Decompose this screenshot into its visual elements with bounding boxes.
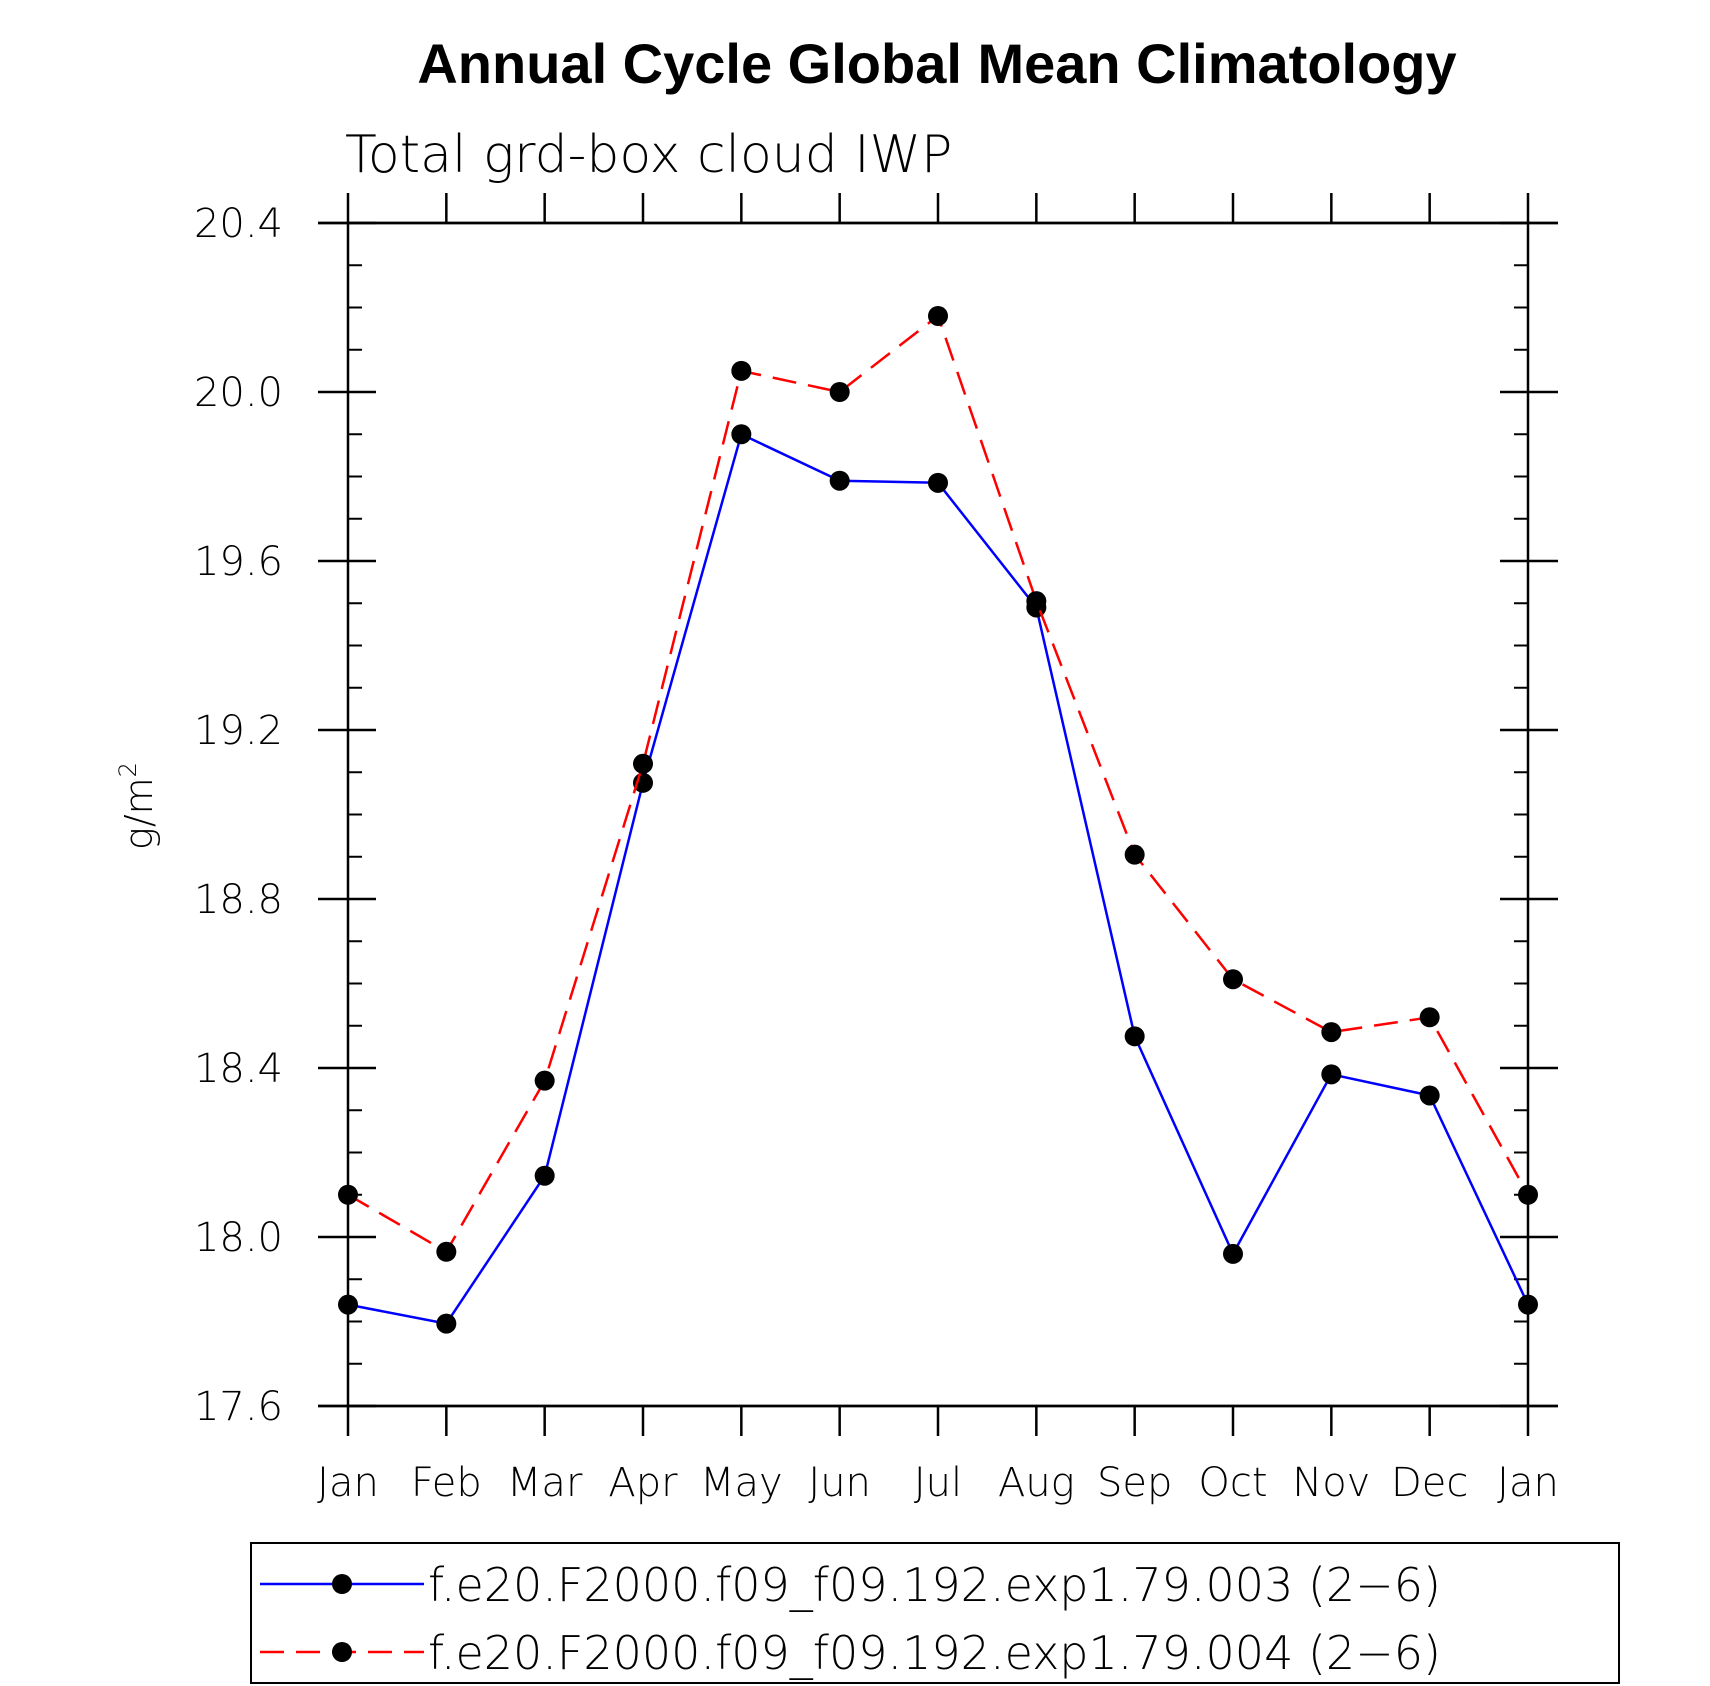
data-point [1321, 1064, 1342, 1085]
x-tick-label: Dec [1391, 1460, 1468, 1506]
y-tick-label: 18.4 [194, 1046, 283, 1092]
chart-title: Annual Cycle Global Mean Climatology [417, 32, 1456, 95]
x-tick-label: Apr [608, 1460, 678, 1506]
series-line-1 [347, 433, 1530, 1325]
data-point [1223, 1243, 1243, 1264]
legend-label-series-1: f.e20.F2000.f09_f09.192.exp1.79.003 (2−6… [428, 1558, 1441, 1612]
y-axis-label-text: g/m [117, 777, 161, 850]
x-tick-label: Oct [1198, 1460, 1267, 1506]
data-point [1518, 1294, 1538, 1315]
y-axis-label: g/m2 [114, 762, 161, 850]
data-point [731, 424, 752, 445]
legend-marker-series-2 [332, 1642, 352, 1662]
legend: f.e20.F2000.f09_f09.192.exp1.79.003 (2−6… [250, 1542, 1620, 1684]
data-point [338, 1294, 358, 1315]
data-point [338, 1184, 358, 1205]
x-tick-label: Jun [808, 1460, 871, 1506]
legend-label-series-2: f.e20.F2000.f09_f09.192.exp1.79.004 (2−6… [428, 1626, 1441, 1680]
y-tick-label: 20.0 [194, 370, 283, 416]
x-tick-label: May [700, 1460, 783, 1506]
plot-frame [346, 221, 1530, 1408]
y-tick-label: 19.6 [194, 539, 283, 585]
chart-subtitle: Total grd-box cloud IWP [345, 125, 952, 185]
data-point [436, 1241, 457, 1262]
data-point [731, 360, 752, 381]
axes [318, 193, 1558, 1436]
data-point [1419, 1007, 1440, 1028]
data-point [534, 1165, 555, 1186]
y-tick-label: 17.6 [194, 1384, 283, 1430]
data-point [436, 1313, 457, 1334]
data-point [633, 753, 653, 774]
data-point [1321, 1022, 1342, 1043]
y-tick-labels: 17.6 18.0 18.4 18.8 19.2 19.6 20.0 20.4 [194, 201, 283, 1430]
x-tick-label: Jan [1497, 1460, 1559, 1506]
series-1 [338, 424, 1538, 1334]
y-axis-label-superscript: 2 [114, 762, 142, 777]
legend-marker-series-1 [332, 1574, 352, 1594]
data-point [1419, 1085, 1440, 1106]
y-tick-label: 20.4 [194, 201, 283, 247]
series-2 [338, 305, 1538, 1262]
data-point [928, 305, 948, 326]
data-point [829, 382, 850, 402]
legend-box [250, 1542, 1620, 1684]
series-layer [338, 305, 1538, 1334]
y-tick-label: 18.8 [194, 877, 283, 923]
x-tick-label: Feb [411, 1460, 482, 1506]
x-tick-label: Nov [1292, 1460, 1370, 1506]
x-tick-label: Aug [998, 1460, 1075, 1506]
series-line-2 [347, 314, 1530, 1254]
x-tick-label: Mar [507, 1460, 583, 1506]
data-point [1124, 844, 1145, 865]
data-point [1124, 1026, 1145, 1047]
data-point [1518, 1184, 1538, 1205]
data-point [928, 472, 948, 493]
x-tick-labels: Jan Feb Mar Apr May Jun Jul Aug Sep Oct Nov Dec Jan [317, 1460, 1559, 1506]
data-point [534, 1070, 555, 1091]
svg-text:g/m2: g/m2 [114, 762, 161, 850]
data-point [1223, 969, 1243, 990]
x-tick-label: Jan [317, 1460, 379, 1506]
x-tick-label: Sep [1097, 1460, 1172, 1506]
data-point [829, 470, 850, 491]
data-point [1026, 591, 1047, 612]
y-tick-label: 18.0 [194, 1215, 283, 1261]
x-tick-label: Jul [914, 1460, 962, 1506]
y-tick-label: 19.2 [194, 708, 283, 754]
